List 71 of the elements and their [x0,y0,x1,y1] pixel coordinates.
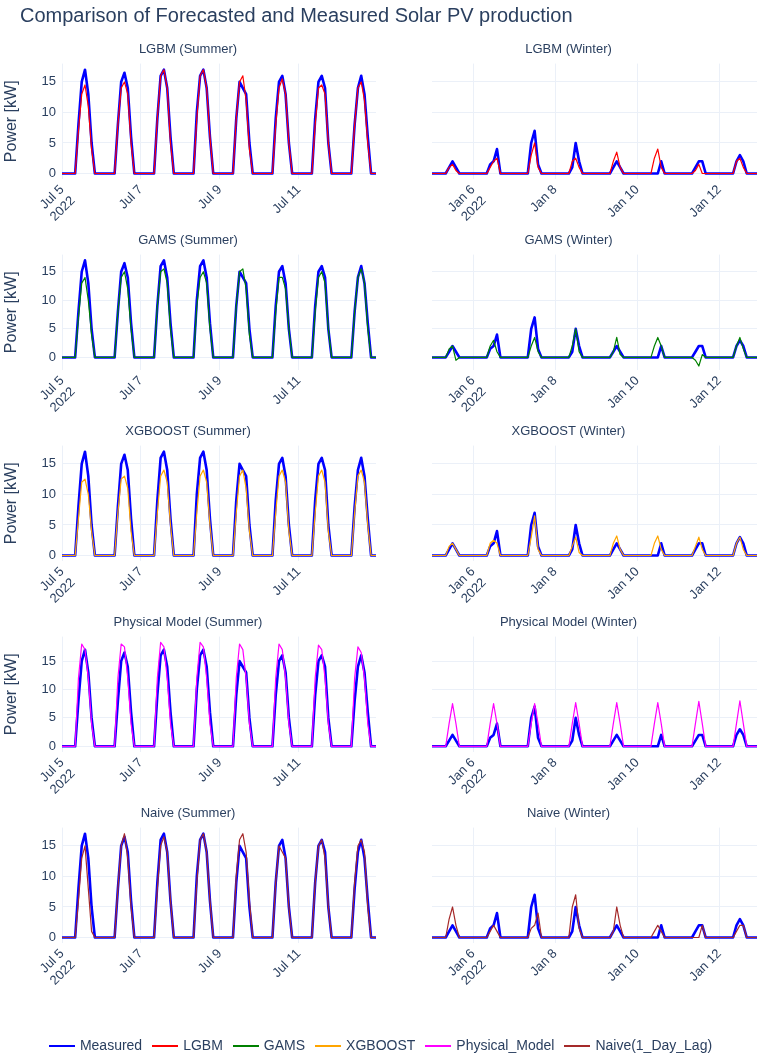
x-tick-label: Jan 10 [603,754,642,793]
y-tick-label: 15 [41,455,56,471]
x-tick-label: Jan 8 [526,754,560,788]
chart-title: Naive (Winter) [526,805,611,821]
y-tick-label: 5 [48,898,56,914]
chart-title: GAMS (Summer) [138,232,238,248]
y-tick-label: 15 [41,73,56,89]
y-tick-label: 10 [41,291,56,307]
legend-label: Measured [79,1037,143,1053]
y-tick-label: 15 [41,837,56,853]
legend-label: GAMS [263,1037,306,1053]
legend-label: LGBM [183,1037,223,1053]
x-tick-label: Jan 12 [685,372,725,411]
x-tick-label: Jan 8 [526,563,560,597]
y-tick-label: 0 [48,547,56,563]
x-tick-label: Jul 11 [268,181,304,217]
y-tick-label: 0 [48,349,56,365]
x-tick-label: Jul 9 [194,372,225,403]
y-axis-title: Power [kW] [2,653,20,736]
x-tick-label: Jan 12 [685,945,725,984]
x-tick-label: Jul 11 [268,754,304,790]
x-tick-label: Jan 12 [685,563,725,602]
x-tick-label: Jul 9 [194,181,225,212]
y-axis-title: Power [kW] [2,271,20,354]
chart-title: LGBM (Winter) [525,41,612,57]
legend-label: XGBOOST [346,1037,416,1053]
x-tick-label: Jul 11 [268,372,304,408]
y-tick-label: 5 [48,320,56,336]
y-tick-label: 15 [41,263,56,279]
x-tick-label: Jan 10 [603,181,642,220]
x-tick-label: Jan 8 [526,945,560,979]
y-axis-title: Power [kW] [2,80,20,163]
x-tick-label: Jan 12 [685,181,725,220]
y-tick-label: 5 [48,516,56,532]
chart-title: GAMS (Winter) [524,232,613,248]
x-tick-label: Jan 12 [685,754,725,793]
x-tick-label: Jul 9 [194,754,225,785]
y-tick-label: 0 [48,165,56,181]
x-tick-label: Jan 8 [526,181,560,215]
y-tick-label: 5 [48,709,56,725]
chart-title: XGBOOST (Winter) [511,423,626,439]
y-tick-label: 10 [41,486,56,502]
chart-title: LGBM (Summer) [138,41,238,57]
y-tick-label: 15 [41,652,56,668]
x-tick-label: Jul 11 [268,563,304,599]
y-tick-label: 10 [41,868,56,884]
x-tick-label: Jul 7 [115,754,146,785]
x-tick-label: Jul 7 [115,181,146,212]
text: Comparison of Forecasted and Measured Solar PV production [20,4,573,27]
y-tick-label: 10 [41,104,56,120]
x-tick-label: Jan 10 [603,372,642,411]
x-tick-label: Jul 7 [115,945,146,976]
y-axis-title: Power [kW] [2,462,20,545]
chart-title: Physical Model (Winter) [499,614,638,630]
y-tick-label: 0 [48,737,56,753]
y-tick-label: 10 [41,681,56,697]
x-tick-label: Jan 10 [603,563,642,602]
x-tick-label: Jul 7 [115,563,146,594]
x-tick-label: Jul 9 [194,563,225,594]
x-tick-label: Jan 10 [603,945,642,984]
x-tick-label: Jul 9 [194,945,225,976]
chart-title: Physical Model (Summer) [113,614,263,630]
legend-label: Physical_Model [456,1037,555,1053]
x-tick-label: Jul 11 [268,945,304,981]
x-tick-label: Jul 7 [115,372,146,403]
y-tick-label: 5 [48,134,56,150]
legend-label: Naive(1_Day_Lag) [595,1037,713,1053]
x-tick-label: Jan 8 [526,372,560,406]
chart-title: Naive (Summer) [140,805,236,821]
y-tick-label: 0 [48,929,56,945]
chart-title: XGBOOST (Summer) [125,423,251,439]
